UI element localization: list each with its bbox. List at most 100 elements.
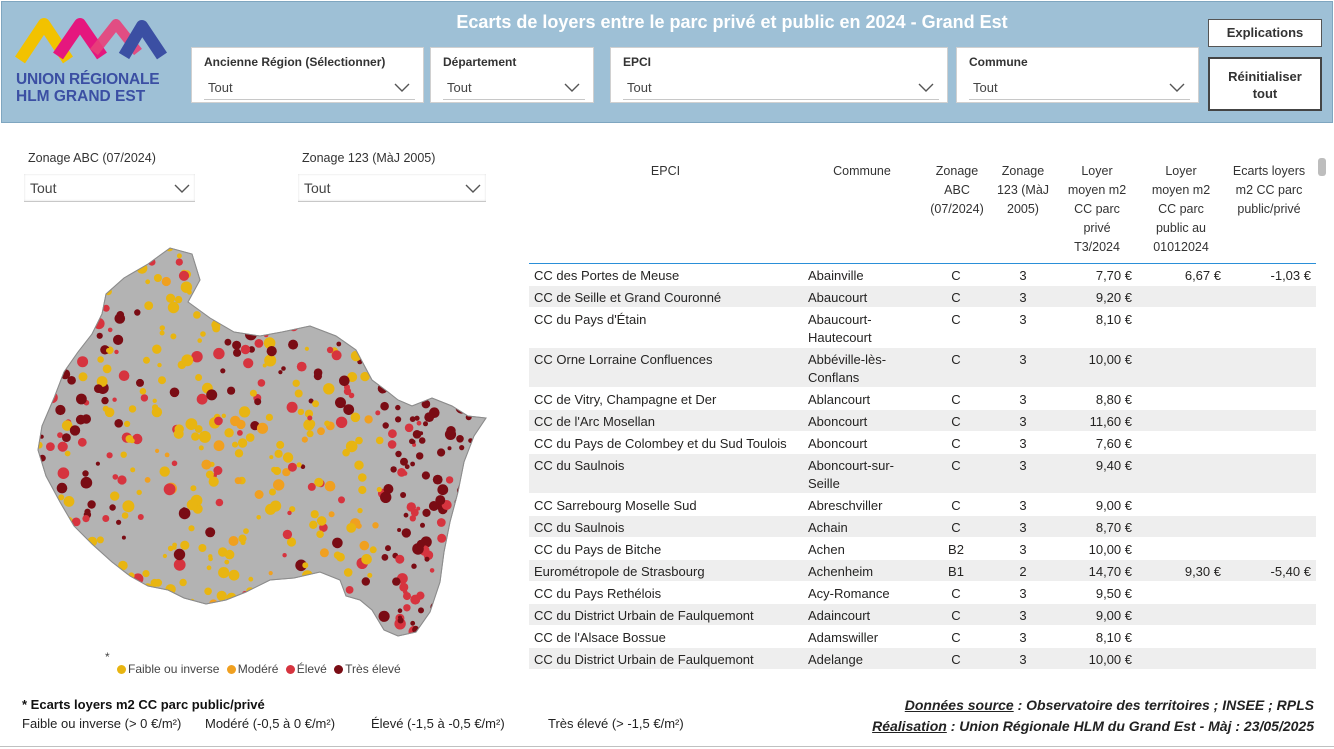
commune-cell (265, 413, 273, 421)
commune-cell (75, 414, 86, 425)
slicer-dropdown[interactable]: Tout (969, 76, 1190, 100)
commune-cell (187, 289, 192, 295)
table-row[interactable]: CC de Seille et Grand Couronné Abaucourt C… (529, 286, 1316, 308)
col-header-loyer-prive[interactable]: Loyer moyen m2 CC parc privé T3/2024 (1067, 164, 1127, 254)
cell-prive: 10,00 € (1088, 352, 1132, 367)
commune-cell (262, 363, 267, 368)
commune-cell (469, 490, 480, 501)
table-row[interactable]: CC du Pays de Bitche Achen B2 3 10,00 € (529, 538, 1316, 560)
col-header-commune[interactable]: Commune (833, 164, 891, 178)
commune-cell (380, 369, 386, 375)
table-row[interactable]: CC du District Urbain de Faulquemont Adel… (529, 648, 1316, 670)
col-header-zonage-abc[interactable]: Zonage ABC (07/2024) (930, 164, 984, 216)
commune-cell (459, 620, 466, 627)
commune-cell (218, 633, 228, 636)
table-row[interactable]: CC de l'Arc Mosellan Aboncourt C 3 11,60 € (529, 410, 1316, 432)
commune-cell (444, 428, 457, 440)
table-scrollbar[interactable] (1318, 158, 1326, 176)
table-row[interactable]: CC du Pays d'Étain Abaucourt- Hautecourt C 3… (529, 308, 1316, 348)
slicer-epci[interactable]: EPCI Tout (610, 47, 948, 103)
commune-cell (419, 355, 429, 365)
commune-cell (78, 248, 86, 255)
commune-cell (375, 410, 381, 416)
commune-cell (393, 265, 404, 276)
commune-cell (296, 361, 307, 372)
cell-commune: Adelange (808, 652, 863, 667)
commune-cell (153, 274, 162, 282)
col-header-epci[interactable]: EPCI (650, 164, 681, 178)
explications-button[interactable]: Explications (1208, 19, 1322, 47)
grand-est-map[interactable] (20, 240, 500, 660)
commune-cell (409, 515, 416, 522)
commune-cell (447, 316, 454, 323)
col-header-loyer-public[interactable]: Loyer moyen m2 CC parc public au 01012024 (1151, 164, 1211, 254)
slicer-dropdown[interactable]: Tout (623, 76, 939, 100)
commune-cell (377, 337, 389, 348)
commune-cell (60, 337, 72, 348)
col-header-ecart[interactable]: Ecarts loyers m2 CC parc public/privé (1232, 164, 1306, 216)
commune-cell (21, 531, 31, 541)
commune-cell (452, 349, 461, 358)
commune-cell (62, 605, 70, 612)
slicer-dropdown[interactable]: Tout (204, 76, 415, 100)
table-row[interactable]: CC des Portes de Meuse Abainville C 3 7,70 €… (529, 264, 1316, 286)
commune-cell (271, 594, 284, 607)
commune-cell (447, 446, 452, 451)
commune-cell (30, 313, 36, 319)
commune-cell (73, 608, 85, 620)
commune-cell (38, 357, 43, 364)
logo: UNION RÉGIONALE HLM GRAND EST (14, 16, 174, 108)
table-row[interactable]: CC Orne Lorraine Confluences Abbéville-lè… (529, 348, 1316, 388)
data-table[interactable]: EPCI Commune Zonage ABC (07/2024) Zonage 12… (529, 158, 1316, 670)
slicer-departement[interactable]: Département Tout (430, 47, 594, 103)
chevron-down-icon (918, 83, 934, 92)
col-header-zonage-123[interactable]: Zonage 123 (MàJ 2005) (996, 164, 1050, 216)
table-row[interactable]: CC du District Urbain de Faulquemont Adai… (529, 604, 1316, 626)
commune-cell (418, 379, 429, 390)
commune-cell (367, 289, 376, 298)
zonage-abc-dropdown[interactable]: Tout (24, 174, 195, 202)
slicer-dropdown[interactable]: Tout (443, 76, 585, 100)
commune-cell (292, 379, 300, 387)
table-row[interactable]: Eurométropole de Strasbourg Achenheim B1 2 1… (529, 560, 1316, 582)
table-row[interactable]: CC Sarrebourg Moselle Sud Abreschviller C 3… (529, 494, 1316, 516)
commune-cell (354, 460, 364, 470)
commune-cell (314, 477, 324, 487)
table-row[interactable]: CC de Vitry, Champagne et Der Ablancourt C… (529, 388, 1316, 410)
commune-cell (436, 518, 446, 527)
slicer-ancienne-region[interactable]: Ancienne Région (Sélectionner) Tout (191, 47, 424, 103)
commune-cell (491, 271, 499, 279)
cell-abc: C (951, 392, 961, 407)
commune-cell (467, 336, 477, 347)
table-row[interactable]: CC du Saulnois Achain C 3 8,70 € (529, 516, 1316, 538)
reset-all-button[interactable]: Réinitialiser tout (1208, 57, 1322, 111)
commune-cell (416, 420, 422, 426)
commune-cell (410, 594, 421, 605)
commune-cell (328, 511, 335, 518)
commune-cell (194, 425, 203, 433)
commune-cell (175, 258, 183, 266)
slicer-value: Tout (973, 80, 998, 95)
commune-cell (400, 306, 410, 316)
cell-abc: C (951, 352, 961, 367)
table-row[interactable]: CC du Pays de Colombey et du Sud Toulois… (529, 432, 1316, 454)
commune-cell (146, 630, 157, 636)
zonage-123-dropdown[interactable]: Tout (298, 174, 486, 202)
commune-cell (459, 445, 465, 451)
commune-cell (47, 589, 58, 600)
commune-cell (465, 601, 472, 608)
commune-cell (230, 274, 241, 285)
table-row[interactable]: CC du Pays Rethélois Acy-Romance C 3 9,50 € (529, 582, 1316, 604)
commune-cell (490, 316, 497, 323)
cell-abc: B2 (948, 542, 964, 557)
commune-cell (467, 389, 477, 399)
commune-cell (107, 327, 113, 333)
table-row[interactable]: CC du Saulnois Aboncourt-sur- Seille C 3 9,40… (529, 454, 1316, 494)
table-row[interactable]: CC de l'Alsace Bossue Adamswiller C 3 8,10 € (529, 626, 1316, 648)
slicer-commune[interactable]: Commune Tout (956, 47, 1199, 103)
legend-label-tres-eleve: Très élevé (345, 662, 401, 676)
commune-cell (345, 285, 357, 297)
commune-cell (383, 484, 394, 494)
bottom-divider (0, 746, 1334, 747)
commune-cell (156, 621, 161, 626)
